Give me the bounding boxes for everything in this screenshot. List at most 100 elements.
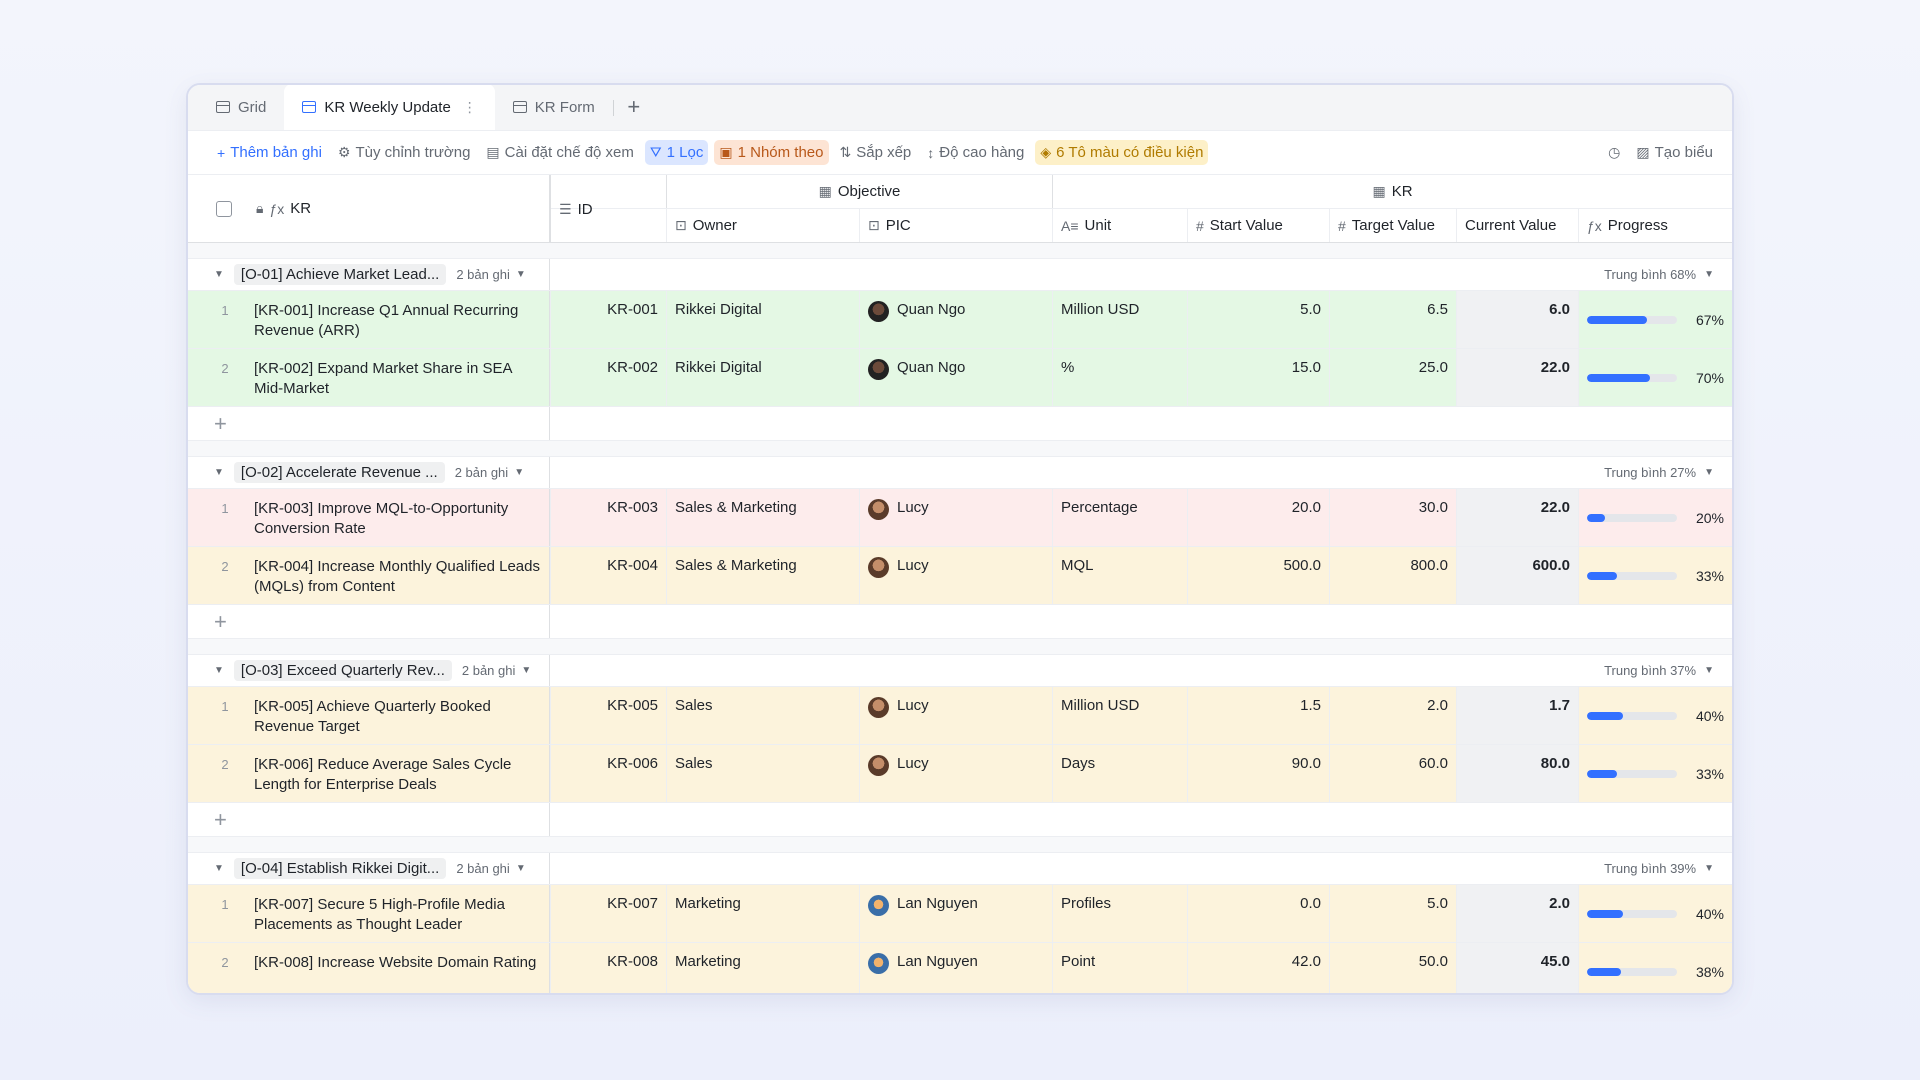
group-average[interactable]: Trung bình 39% ▼	[1604, 861, 1714, 876]
unit-cell[interactable]: MQL	[1052, 547, 1187, 604]
group-record-count[interactable]: 2 bản ghi ▼	[462, 663, 531, 678]
start-value-cell[interactable]: 15.0	[1187, 349, 1329, 406]
target-value-cell[interactable]: 30.0	[1329, 489, 1456, 546]
start-value-cell[interactable]: 90.0	[1187, 745, 1329, 802]
kr-cell[interactable]: 2 [KR-002] Expand Market Share in SEA Mi…	[188, 349, 550, 406]
filter-button[interactable]: ⛛ 1 Lọc	[644, 140, 709, 165]
id-cell[interactable]: KR-008	[550, 943, 666, 993]
current-value-column-header[interactable]: Current Value	[1456, 209, 1578, 242]
group-average[interactable]: Trung bình 68% ▼	[1604, 267, 1714, 282]
current-value-cell[interactable]: 1.7	[1456, 687, 1578, 744]
add-record-button[interactable]: + Thêm bản ghi	[212, 140, 327, 165]
id-cell[interactable]: KR-005	[550, 687, 666, 744]
pic-cell[interactable]: Lucy	[859, 489, 1052, 546]
owner-cell[interactable]: Rikkei Digital	[666, 291, 859, 348]
kr-cell[interactable]: 2 [KR-006] Reduce Average Sales Cycle Le…	[188, 745, 550, 802]
id-cell[interactable]: KR-004	[550, 547, 666, 604]
pic-cell[interactable]: Lan Nguyen	[859, 943, 1052, 993]
table-row[interactable]: 2 [KR-004] Increase Monthly Qualified Le…	[188, 547, 1732, 605]
group-header-row[interactable]: ▼ [O-03] Exceed Quarterly Rev... 2 bản g…	[188, 655, 1732, 687]
table-row[interactable]: 2 [KR-008] Increase Website Domain Ratin…	[188, 943, 1732, 993]
progress-cell[interactable]: 38%	[1578, 943, 1732, 993]
objective-group-header[interactable]: ▦ Objective	[666, 175, 1052, 208]
start-value-cell[interactable]: 20.0	[1187, 489, 1329, 546]
pic-cell[interactable]: Quan Ngo	[859, 291, 1052, 348]
table-row[interactable]: 2 [KR-002] Expand Market Share in SEA Mi…	[188, 349, 1732, 407]
owner-column-header[interactable]: ⊡ Owner	[666, 209, 859, 242]
row-height-button[interactable]: ↕ Độ cao hàng	[922, 140, 1029, 165]
progress-cell[interactable]: 40%	[1578, 687, 1732, 744]
progress-cell[interactable]: 70%	[1578, 349, 1732, 406]
target-value-cell[interactable]: 2.0	[1329, 687, 1456, 744]
kr-column-header[interactable]: KR	[290, 200, 312, 217]
start-value-cell[interactable]: 1.5	[1187, 687, 1329, 744]
unit-cell[interactable]: Profiles	[1052, 885, 1187, 942]
create-chart-button[interactable]: ▨ Tạo biểu	[1631, 140, 1718, 165]
target-value-cell[interactable]: 6.5	[1329, 291, 1456, 348]
owner-cell[interactable]: Marketing	[666, 885, 859, 942]
group-average[interactable]: Trung bình 37% ▼	[1604, 663, 1714, 678]
chevron-down-icon[interactable]: ▼	[214, 863, 224, 874]
group-record-count[interactable]: 2 bản ghi ▼	[456, 267, 525, 282]
table-row[interactable]: 2 [KR-006] Reduce Average Sales Cycle Le…	[188, 745, 1732, 803]
current-value-cell[interactable]: 45.0	[1456, 943, 1578, 993]
conditional-color-button[interactable]: ◈ 6 Tô màu có điều kiện	[1035, 140, 1209, 165]
unit-cell[interactable]: Point	[1052, 943, 1187, 993]
id-cell[interactable]: KR-003	[550, 489, 666, 546]
start-value-cell[interactable]: 500.0	[1187, 547, 1329, 604]
unit-cell[interactable]: Million USD	[1052, 687, 1187, 744]
more-vertical-icon[interactable]: ⋮	[462, 98, 477, 115]
pic-cell[interactable]: Lucy	[859, 547, 1052, 604]
owner-cell[interactable]: Rikkei Digital	[666, 349, 859, 406]
id-cell[interactable]: KR-002	[550, 349, 666, 406]
target-value-column-header[interactable]: # Target Value	[1329, 209, 1456, 242]
target-value-cell[interactable]: 800.0	[1329, 547, 1456, 604]
start-value-cell[interactable]: 0.0	[1187, 885, 1329, 942]
owner-cell[interactable]: Sales	[666, 687, 859, 744]
pic-cell[interactable]: Lan Nguyen	[859, 885, 1052, 942]
target-value-cell[interactable]: 50.0	[1329, 943, 1456, 993]
unit-column-header[interactable]: A≡ Unit	[1052, 209, 1187, 242]
table-row[interactable]: 1 [KR-001] Increase Q1 Annual Recurring …	[188, 291, 1732, 349]
owner-cell[interactable]: Sales & Marketing	[666, 547, 859, 604]
id-cell[interactable]: KR-001	[550, 291, 666, 348]
start-value-column-header[interactable]: # Start Value	[1187, 209, 1329, 242]
current-value-cell[interactable]: 22.0	[1456, 489, 1578, 546]
owner-cell[interactable]: Sales	[666, 745, 859, 802]
add-view-button[interactable]: +	[627, 94, 641, 119]
id-column-header[interactable]: ☰ ID	[550, 175, 666, 243]
target-value-cell[interactable]: 25.0	[1329, 349, 1456, 406]
kr-cell[interactable]: 1 [KR-005] Achieve Quarterly Booked Reve…	[188, 687, 550, 744]
current-value-cell[interactable]: 22.0	[1456, 349, 1578, 406]
progress-column-header[interactable]: ƒx Progress	[1578, 209, 1732, 242]
table-row[interactable]: 1 [KR-005] Achieve Quarterly Booked Reve…	[188, 687, 1732, 745]
current-value-cell[interactable]: 6.0	[1456, 291, 1578, 348]
history-button[interactable]: ◷	[1603, 140, 1625, 165]
table-row[interactable]: 1 [KR-003] Improve MQL-to-Opportunity Co…	[188, 489, 1732, 547]
progress-cell[interactable]: 67%	[1578, 291, 1732, 348]
progress-cell[interactable]: 20%	[1578, 489, 1732, 546]
chevron-down-icon[interactable]: ▼	[214, 467, 224, 478]
customize-fields-button[interactable]: ⚙ Tùy chỉnh trường	[333, 140, 476, 165]
group-by-button[interactable]: ▣ 1 Nhóm theo	[714, 140, 829, 165]
tab-grid[interactable]: Grid	[198, 85, 284, 130]
tab-kr-form[interactable]: KR Form	[495, 85, 613, 130]
add-row-button[interactable]: +	[188, 803, 550, 836]
tab-kr-weekly-update[interactable]: KR Weekly Update ⋮	[284, 85, 495, 130]
group-header-row[interactable]: ▼ [O-02] Accelerate Revenue ... 2 bản gh…	[188, 457, 1732, 489]
view-settings-button[interactable]: ▤ Cài đặt chế độ xem	[481, 140, 638, 165]
unit-cell[interactable]: Days	[1052, 745, 1187, 802]
kr-group-header[interactable]: ▦ KR	[1052, 175, 1732, 208]
kr-cell[interactable]: 1 [KR-007] Secure 5 High-Profile Media P…	[188, 885, 550, 942]
owner-cell[interactable]: Marketing	[666, 943, 859, 993]
sort-button[interactable]: ⇅ Sắp xếp	[835, 140, 917, 165]
select-all-checkbox[interactable]	[216, 200, 232, 217]
group-header-row[interactable]: ▼ [O-01] Achieve Market Lead... 2 bản gh…	[188, 259, 1732, 291]
progress-cell[interactable]: 33%	[1578, 745, 1732, 802]
group-record-count[interactable]: 2 bản ghi ▼	[455, 465, 524, 480]
unit-cell[interactable]: Percentage	[1052, 489, 1187, 546]
id-cell[interactable]: KR-007	[550, 885, 666, 942]
current-value-cell[interactable]: 80.0	[1456, 745, 1578, 802]
kr-cell[interactable]: 1 [KR-003] Improve MQL-to-Opportunity Co…	[188, 489, 550, 546]
pic-cell[interactable]: Lucy	[859, 745, 1052, 802]
